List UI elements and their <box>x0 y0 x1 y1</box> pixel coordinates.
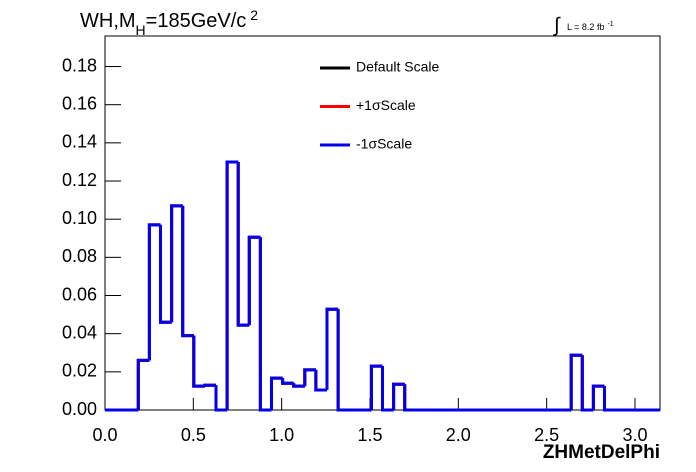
histogram-bin <box>336 309 350 412</box>
histogram-bin <box>236 161 250 327</box>
title-rest: =185GeV/c <box>146 10 247 32</box>
x-tick-label: 1.5 <box>357 425 382 445</box>
y-tick-label: 0.18 <box>62 55 97 75</box>
histogram-bin <box>170 204 183 323</box>
histogram-bin <box>369 364 383 410</box>
histogram-bin <box>303 368 316 387</box>
x-tick-label: 0.5 <box>181 425 206 445</box>
y-tick-label: 0.16 <box>62 93 97 113</box>
histogram-bin <box>381 366 394 412</box>
x-axis-label: ZHMetDelPhi <box>543 442 660 463</box>
histogram-bin <box>403 384 416 412</box>
histogram-bin <box>392 382 405 410</box>
title-sub: H <box>136 22 146 38</box>
integral-sign: ∫ <box>553 14 561 36</box>
y-tick-label: 0.12 <box>62 170 97 190</box>
y-tick-label: 0.10 <box>62 208 97 228</box>
histogram-bin <box>225 160 239 410</box>
histogram-bin <box>591 384 605 410</box>
histogram-bin <box>258 237 272 412</box>
x-tick-label: 2.0 <box>446 425 471 445</box>
x-tick-label: 3.0 <box>622 425 647 445</box>
annotation: L = 8.2 fb -1 <box>567 21 614 33</box>
x-tick-label: 2.5 <box>534 425 559 445</box>
chart-title: WH,MH=185GeV/c 2 <box>80 7 258 38</box>
y-tick-label: 0.14 <box>62 132 97 152</box>
y-tick-label: 0.04 <box>62 322 97 342</box>
title-sup: 2 <box>250 7 258 23</box>
histogram-bin <box>569 353 583 410</box>
histogram-bin <box>325 307 339 390</box>
y-tick-label: 0.06 <box>62 284 97 304</box>
histogram-bin <box>181 205 194 338</box>
title-main: WH,M <box>80 10 136 32</box>
legend-label: Default Scale <box>356 59 439 75</box>
y-tick-label: 0.08 <box>62 246 97 266</box>
y-tick-label: 0.02 <box>62 361 97 381</box>
histogram-bin <box>214 385 228 412</box>
x-tick-label: 1.0 <box>269 425 294 445</box>
histogram-bin <box>602 386 616 412</box>
histogram-bin <box>147 223 161 361</box>
histogram-bin <box>292 383 305 388</box>
histogram-bin <box>281 378 294 385</box>
annotation-sup: -1 <box>607 21 613 28</box>
annotation-text: L = 8.2 fb <box>567 22 604 32</box>
x-tick-label: 0.0 <box>92 425 117 445</box>
histogram-bin <box>192 335 205 388</box>
histogram-bin <box>159 224 172 324</box>
legend-label: -1σScale <box>356 136 412 152</box>
histogram-bin <box>270 376 283 410</box>
histogram-bin <box>314 369 327 392</box>
histogram-bin <box>580 355 594 412</box>
histogram-bin <box>247 235 261 326</box>
histogram-bin <box>203 383 216 387</box>
histogram-bin <box>136 358 150 410</box>
legend-label: +1σScale <box>356 97 416 113</box>
y-tick-label: 0.00 <box>62 399 97 419</box>
